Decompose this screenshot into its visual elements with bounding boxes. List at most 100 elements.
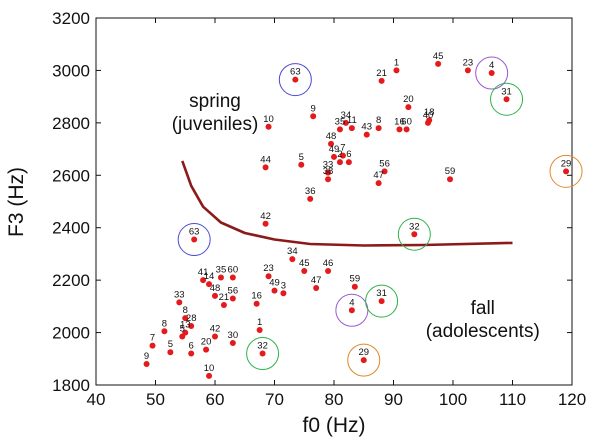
spring-point	[435, 60, 442, 67]
fall-point-label: 10	[204, 363, 215, 374]
spring-point-label: 18	[424, 107, 435, 118]
spring-point-label: 45	[433, 51, 444, 62]
y-tick-label: 2400	[52, 219, 90, 238]
fall-point	[179, 333, 186, 340]
highlight-circle	[490, 82, 524, 116]
fall-point	[217, 274, 224, 281]
spring-point-label: 5	[299, 152, 304, 163]
fall-point-label: 6	[189, 341, 194, 352]
fall-point	[280, 290, 287, 297]
spring-point-label: 36	[305, 186, 316, 197]
spring-point	[563, 168, 570, 175]
spring-point	[363, 131, 370, 138]
annotation-text: spring (juveniles)	[172, 91, 259, 135]
highlight-circle	[475, 56, 509, 90]
spring-point-label: 4	[489, 60, 494, 71]
spring-point	[331, 153, 337, 160]
spring-point	[403, 126, 410, 133]
y-tick-label: 2600	[52, 166, 90, 185]
fall-point	[229, 274, 236, 281]
fall-point	[149, 342, 156, 349]
decision-boundary	[181, 160, 513, 247]
fall-point-label: 23	[263, 263, 274, 274]
fall-point	[256, 326, 263, 333]
fall-point	[167, 349, 174, 356]
spring-point-label: 16	[394, 116, 405, 127]
spring-point-label: 21	[376, 68, 387, 79]
spring-point	[336, 126, 343, 133]
spring-point	[292, 76, 299, 83]
spring-point-label: 32	[409, 221, 420, 232]
highlight-circle	[347, 343, 381, 377]
spring-point-label: 56	[379, 158, 390, 169]
spring-point-label: 6	[346, 149, 351, 160]
spring-point-label: 40	[423, 110, 434, 121]
spring-point	[310, 113, 317, 120]
spring-point-label: 47	[373, 170, 384, 181]
fall-point	[200, 277, 207, 284]
fall-point-label: 28	[186, 313, 197, 324]
fall-point-label: 5	[168, 339, 173, 350]
fall-point-label: 60	[228, 265, 239, 276]
spring-point-label: 44	[260, 154, 271, 165]
x-tick-label: 120	[558, 390, 586, 409]
fall-point-label: 46	[323, 258, 334, 269]
fall-point	[265, 273, 272, 280]
fall-point	[259, 350, 266, 357]
spring-point-label: 8	[376, 115, 381, 126]
fall-point-label: 8	[183, 305, 188, 316]
annotation-line: spring	[189, 91, 241, 112]
fall-point-label: 21	[219, 292, 230, 303]
fall-point-label: 49	[269, 278, 280, 289]
fall-point-label: 34	[287, 246, 298, 257]
spring-point-label: 60	[401, 116, 412, 127]
spring-point-label: 9	[311, 103, 316, 114]
x-tick-label: 110	[499, 390, 526, 409]
spring-point-label: 20	[403, 94, 414, 105]
spring-point-label: 10	[263, 114, 274, 125]
spring-point	[325, 176, 332, 183]
fall-point-label: 4	[349, 297, 354, 308]
fall-point-label: 3	[281, 280, 286, 291]
fall-point-label: 48	[210, 283, 221, 294]
x-tick-label: 80	[325, 390, 344, 409]
fall-point	[229, 340, 236, 347]
fall-point	[188, 350, 195, 357]
fall-point-label: 59	[350, 274, 361, 285]
annotation-line: fall	[471, 298, 495, 319]
spring-point-label: 63	[189, 227, 200, 238]
spring-point	[396, 126, 403, 133]
fall-point	[182, 315, 189, 322]
fall-point	[313, 285, 320, 292]
fall-point-label: 5	[180, 324, 185, 335]
highlight-circle	[397, 217, 431, 251]
fall-point	[220, 302, 227, 309]
y-axis-title: F3 (Hz)	[5, 167, 28, 237]
spring-point-label: 23	[463, 57, 474, 68]
fall-point-label: 13	[180, 320, 191, 331]
fall-point	[161, 328, 168, 335]
x-tick-label: 100	[439, 390, 467, 409]
spring-point-label: 31	[501, 86, 512, 97]
plot-frame	[95, 17, 573, 386]
fall-point-label: 9	[144, 351, 149, 362]
spring-point	[339, 152, 346, 159]
spring-point	[411, 231, 418, 238]
axis-ticks: 40 50 60 70 80 90 100 110 1201800200022002400260…	[52, 9, 586, 409]
fall-point-label: 8	[162, 318, 167, 329]
fall-point	[351, 283, 358, 290]
spring-point	[375, 125, 382, 132]
spring-point	[307, 195, 314, 202]
spring-point	[378, 77, 385, 84]
fall-point-label: 42	[210, 324, 221, 335]
spring-point	[405, 104, 412, 111]
fall-point	[206, 281, 213, 288]
spring-point-label: 33	[323, 160, 334, 171]
highlight-circle	[549, 154, 583, 188]
spring-point	[336, 159, 343, 166]
spring-point-label: 7	[340, 143, 345, 154]
fall-point	[206, 372, 213, 379]
boundary-line	[181, 160, 513, 247]
x-tick-label: 60	[206, 390, 225, 409]
